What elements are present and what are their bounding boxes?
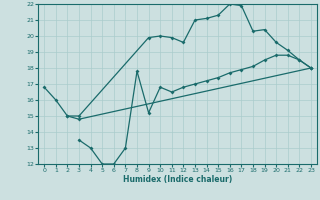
X-axis label: Humidex (Indice chaleur): Humidex (Indice chaleur) bbox=[123, 175, 232, 184]
